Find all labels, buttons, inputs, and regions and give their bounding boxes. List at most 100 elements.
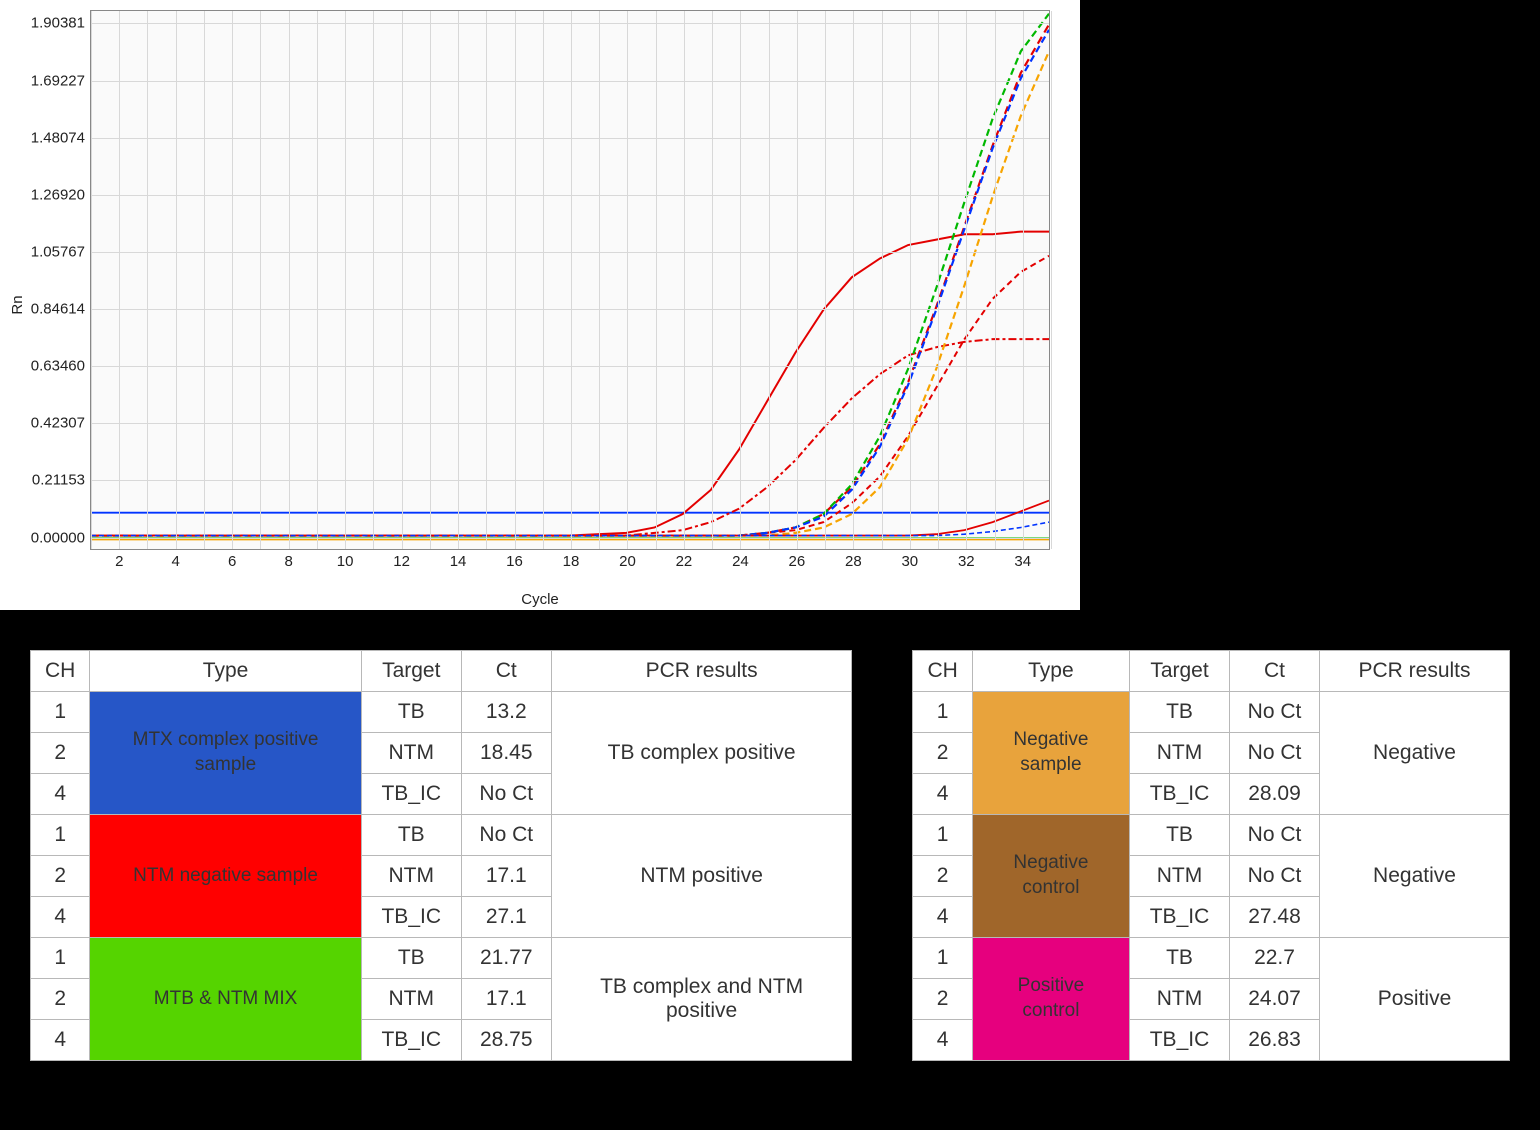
table-header: Type bbox=[90, 651, 361, 692]
x-tick-label: 2 bbox=[115, 549, 123, 570]
pcr-table-left: CHTypeTargetCtPCR results1MTX complex po… bbox=[30, 650, 852, 1061]
cell-target: NTM bbox=[1130, 733, 1230, 774]
table-header: Target bbox=[1130, 651, 1230, 692]
cell-target: NTM bbox=[1130, 856, 1230, 897]
x-tick-label: 26 bbox=[789, 549, 806, 570]
y-tick-label: 1.48074 bbox=[31, 129, 91, 146]
series-red-low-late bbox=[91, 501, 1049, 536]
cell-ct: 26.83 bbox=[1230, 1020, 1320, 1061]
cell-target: TB_IC bbox=[1130, 1020, 1230, 1061]
x-tick-label: 4 bbox=[172, 549, 180, 570]
cell-ct: No Ct bbox=[1230, 692, 1320, 733]
table-row: 1MTB & NTM MIXTB21.77TB complex and NTM … bbox=[31, 938, 852, 979]
cell-target: NTM bbox=[361, 733, 461, 774]
cell-target: TB_IC bbox=[361, 897, 461, 938]
cell-type: NTM negative sample bbox=[90, 815, 361, 938]
cell-ct: No Ct bbox=[461, 774, 551, 815]
cell-ct: 27.1 bbox=[461, 897, 551, 938]
cell-result: TB complex and NTM positive bbox=[551, 938, 852, 1061]
table-row: 1MTX complex positive sampleTB13.2TB com… bbox=[31, 692, 852, 733]
table-row: 1Negative sampleTBNo CtNegative bbox=[913, 692, 1510, 733]
series-blue-low-late bbox=[91, 522, 1049, 535]
table-header: Ct bbox=[461, 651, 551, 692]
cell-ch: 1 bbox=[31, 815, 90, 856]
chart-svg bbox=[91, 11, 1049, 549]
cell-ch: 4 bbox=[31, 774, 90, 815]
cell-ct: 28.75 bbox=[461, 1020, 551, 1061]
y-tick-label: 0.42307 bbox=[31, 415, 91, 432]
table-header: Target bbox=[361, 651, 461, 692]
cell-result: TB complex positive bbox=[551, 692, 852, 815]
cell-ct: 28.09 bbox=[1230, 774, 1320, 815]
table-row: 1NTM negative sampleTBNo CtNTM positive bbox=[31, 815, 852, 856]
y-tick-label: 1.26920 bbox=[31, 186, 91, 203]
series-green-dash bbox=[91, 14, 1049, 536]
cell-ct: No Ct bbox=[1230, 815, 1320, 856]
cell-ct: No Ct bbox=[1230, 856, 1320, 897]
table-row: 1Positive controlTB22.7Positive bbox=[913, 938, 1510, 979]
amplification-chart: Rn 0.000000.211530.423070.634600.846141.… bbox=[0, 0, 1080, 610]
pcr-table-right: CHTypeTargetCtPCR results1Negative sampl… bbox=[912, 650, 1510, 1061]
cell-type: Negative control bbox=[972, 815, 1129, 938]
x-tick-label: 18 bbox=[563, 549, 580, 570]
cell-ch: 1 bbox=[913, 815, 972, 856]
x-tick-label: 24 bbox=[732, 549, 749, 570]
table-row: 1Negative controlTBNo CtNegative bbox=[913, 815, 1510, 856]
cell-target: TB bbox=[1130, 815, 1230, 856]
table-header: PCR results bbox=[1320, 651, 1510, 692]
cell-ct: 24.07 bbox=[1230, 979, 1320, 1020]
y-tick-label: 0.00000 bbox=[31, 529, 91, 546]
y-tick-label: 0.63460 bbox=[31, 358, 91, 375]
cell-result: Negative bbox=[1320, 815, 1510, 938]
cell-target: NTM bbox=[361, 979, 461, 1020]
cell-ch: 4 bbox=[913, 897, 972, 938]
cell-ct: 27.48 bbox=[1230, 897, 1320, 938]
cell-ch: 1 bbox=[31, 692, 90, 733]
cell-ct: 17.1 bbox=[461, 979, 551, 1020]
cell-ct: 22.7 bbox=[1230, 938, 1320, 979]
cell-ch: 1 bbox=[913, 692, 972, 733]
x-tick-label: 8 bbox=[284, 549, 292, 570]
cell-target: NTM bbox=[1130, 979, 1230, 1020]
series-red-dash-mid bbox=[91, 256, 1049, 536]
x-tick-label: 16 bbox=[506, 549, 523, 570]
cell-target: TB bbox=[361, 938, 461, 979]
series-red-solid-high bbox=[91, 232, 1049, 536]
cell-target: TB bbox=[1130, 692, 1230, 733]
cell-ch: 4 bbox=[31, 897, 90, 938]
table-header: CH bbox=[31, 651, 90, 692]
cell-result: Negative bbox=[1320, 692, 1510, 815]
cell-type: Negative sample bbox=[972, 692, 1129, 815]
chart-plot-area: 0.000000.211530.423070.634600.846141.057… bbox=[90, 10, 1050, 550]
cell-type: MTB & NTM MIX bbox=[90, 938, 361, 1061]
cell-result: Positive bbox=[1320, 938, 1510, 1061]
table-header: PCR results bbox=[551, 651, 852, 692]
x-tick-label: 32 bbox=[958, 549, 975, 570]
cell-ch: 1 bbox=[31, 938, 90, 979]
cell-target: TB_IC bbox=[361, 1020, 461, 1061]
x-tick-label: 28 bbox=[845, 549, 862, 570]
cell-target: TB_IC bbox=[1130, 897, 1230, 938]
table-header: Ct bbox=[1230, 651, 1320, 692]
series-orange-dash bbox=[91, 51, 1049, 535]
cell-target: NTM bbox=[361, 856, 461, 897]
table-header: Type bbox=[972, 651, 1129, 692]
cell-ct: No Ct bbox=[461, 815, 551, 856]
cell-target: TB bbox=[361, 692, 461, 733]
cell-ct: 18.45 bbox=[461, 733, 551, 774]
cell-ct: No Ct bbox=[1230, 733, 1320, 774]
x-axis-label: Cycle bbox=[521, 591, 559, 608]
cell-result: NTM positive bbox=[551, 815, 852, 938]
y-axis-label: Rn bbox=[9, 295, 26, 314]
cell-target: TB bbox=[361, 815, 461, 856]
cell-ch: 2 bbox=[31, 856, 90, 897]
y-tick-label: 0.21153 bbox=[32, 472, 91, 489]
cell-ch: 4 bbox=[31, 1020, 90, 1061]
y-tick-label: 1.90381 bbox=[31, 15, 91, 32]
x-tick-label: 30 bbox=[901, 549, 918, 570]
cell-ch: 1 bbox=[913, 938, 972, 979]
x-tick-label: 34 bbox=[1014, 549, 1031, 570]
cell-target: TB_IC bbox=[361, 774, 461, 815]
cell-ct: 13.2 bbox=[461, 692, 551, 733]
x-tick-label: 22 bbox=[676, 549, 693, 570]
